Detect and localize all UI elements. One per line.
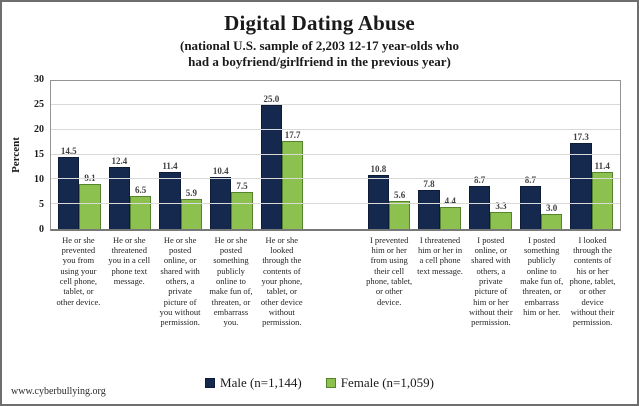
y-tick-label: 30 [34,73,44,85]
y-axis-ticks: 0 5 10 15 20 25 30 [24,74,50,234]
bar-value-label: 25.0 [263,94,280,105]
category-label: He or she threatened you in a cell phone… [108,234,151,286]
bar-female: 3.0 [540,203,563,229]
bar-value-label: 5.6 [393,189,406,200]
bar-pair: 25.0 17.7 [257,81,308,229]
legend: Male (n=1,144) Female (n=1,059) [2,375,637,391]
bar-female: 5.9 [180,189,202,229]
bar-female: 11.4 [591,162,613,229]
bar-male: 10.8 [367,165,389,229]
bar-value-label: 6.5 [135,185,147,196]
bar-pair: 12.4 6.5 [105,81,156,229]
bar-group: 14.5 9.1 12.4 6.5 11.4 5.9 10.4 7.5 25.0 17.7 [54,81,307,229]
bar-female: 3.3 [490,202,512,229]
chart-body: Percent 0 5 10 15 20 25 30 14.5 9.1 12.4 6.5 11.4 5… [8,74,621,328]
bar-value-label: 17.7 [284,130,301,141]
gridline [51,153,620,155]
category-labels-row: He or she prevented you from using your … [50,235,621,328]
bar-value-label: 5.9 [185,188,197,199]
bars-row: 14.5 9.1 12.4 6.5 11.4 5.9 10.4 7.5 25.0 17.7 10.8… [51,81,620,229]
chart-subtitle-line1: (national U.S. sample of 2,203 12-17 yea… [179,38,460,53]
category-label: I posted something publicly online to ma… [520,234,564,318]
y-tick-label: 0 [39,223,44,235]
bar-pair: 10.4 7.5 [206,81,257,229]
gridline [51,128,620,130]
bar-pair: 7.8 4.4 [414,81,465,229]
bar-value-label: 3.0 [546,202,558,213]
bar-female: 6.5 [130,186,152,229]
bar-value-label: 8.7 [474,174,486,185]
bar-value-label: 14.5 [60,145,77,156]
bar-value-label: 8.7 [524,174,536,185]
bar-value-label: 10.8 [370,164,387,175]
bar-male: 11.4 [159,162,181,229]
gridline [51,202,620,204]
bar-pair: 10.8 5.6 [364,81,415,229]
bar-pair: 14.5 9.1 [54,81,105,229]
bar-male: 8.7 [519,175,541,229]
bar-female: 9.1 [79,173,101,229]
footer-url: www.cyberbullying.org [11,386,106,397]
chart-subtitle: (national U.S. sample of 2,203 12-17 yea… [2,38,637,71]
bar-male: 17.3 [570,133,592,229]
category-label: I posted online, or shared with others, … [469,234,513,328]
category-label: I prevented him or her from using their … [366,234,413,307]
bar-male: 25.0 [260,95,283,229]
plot-column: 14.5 9.1 12.4 6.5 11.4 5.9 10.4 7.5 25.0 17.7 10.8… [50,79,621,328]
bar-value-label: 11.4 [162,161,178,172]
labels-group: I prevented him or her from using their … [364,235,618,328]
y-axis-title: Percent [10,136,22,173]
gridline [51,104,620,106]
y-tick-label: 5 [39,198,44,210]
bar-male: 14.5 [58,146,80,229]
bar-value-label: 10.4 [212,166,229,177]
group-gap [307,235,364,328]
bar-female: 4.4 [439,196,461,229]
y-tick-label: 25 [34,98,44,110]
bar-value-label: 11.4 [594,161,610,172]
bar-male: 7.8 [418,180,440,229]
bar-value-label: 12.4 [111,156,128,167]
female-series-swatch-icon [325,378,336,388]
labels-group: He or she prevented you from using your … [53,235,307,328]
bar-pair: 8.7 3.3 [465,81,516,229]
bar-value-label: 7.8 [423,179,435,190]
legend-label-male: Male (n=1,144) [220,375,302,390]
bar-female: 17.7 [282,131,304,229]
y-axis-title-column: Percent [8,80,24,230]
legend-item-female: Female (n=1,059) [325,375,434,391]
male-series-swatch-icon [205,378,216,388]
bar-male: 8.7 [469,175,491,229]
bar-pair: 8.7 3.0 [516,81,567,229]
y-tick-label: 20 [34,123,44,135]
legend-label-female: Female (n=1,059) [340,375,434,390]
bar-pair: 11.4 5.9 [155,81,206,229]
bar-value-label: 3.3 [495,201,507,212]
chart-title: Digital Dating Abuse [224,11,415,35]
gridline [51,178,620,180]
bar-value-label: 4.4 [444,195,456,206]
bar-male: 12.4 [108,157,130,229]
legend-item-male: Male (n=1,144) [205,375,302,391]
category-label: He or she prevented you from using your … [56,234,101,307]
bar-value-label: 17.3 [573,132,589,143]
plot-area: 14.5 9.1 12.4 6.5 11.4 5.9 10.4 7.5 25.0 17.7 10.8… [50,79,621,231]
category-label: He or she posted online, or shared with … [159,234,201,328]
y-tick-label: 15 [34,148,44,160]
bar-female: 7.5 [231,181,253,229]
bar-female: 5.6 [388,190,411,229]
bar-value-label: 7.5 [236,180,248,191]
category-label: I threatened him or her in a cell phone … [417,234,463,276]
chart-subtitle-line2: had a boyfriend/girlfriend in the previo… [188,54,451,70]
category-label: I looked through the contents of his or … [569,234,616,328]
y-tick-label: 10 [34,173,44,185]
category-label: He or she posted something publicly onli… [209,234,253,328]
bar-value-label: 9.1 [84,173,95,183]
category-label: He or she looked through the contents of… [260,234,303,328]
bar-group: 10.8 5.6 7.8 4.4 8.7 3.3 8.7 3.0 17.3 11.4 [364,81,617,229]
bar-pair: 17.3 11.4 [566,81,617,229]
